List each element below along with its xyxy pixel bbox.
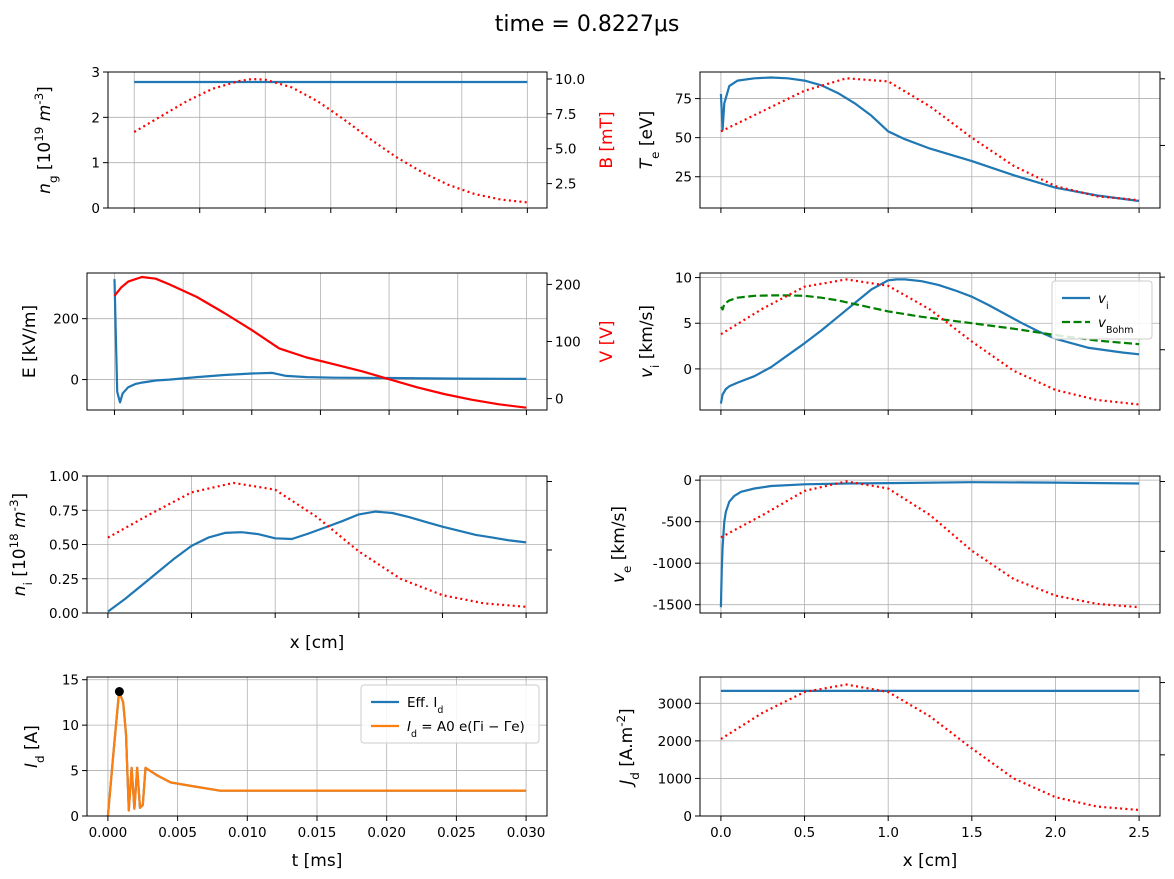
xlabel-Jd: x [cm] [903, 851, 958, 871]
yticklabel-right-E-1: 100 [555, 335, 581, 351]
yticklabel-ng-0: 0 [91, 201, 100, 217]
yticklabel-ni-4: 1.00 [49, 469, 79, 485]
xticklabel-Jd-5: 2.5 [1128, 825, 1149, 841]
yticklabel-E-0: 0 [70, 373, 79, 389]
yticklabel-vi-2: 10 [675, 271, 692, 287]
ylabel-ni: ni [1018 m-3] [7, 493, 35, 596]
yticklabel-Id-1: 5 [70, 764, 79, 780]
ylabel-Te: Te [eV] [637, 111, 662, 169]
yticklabel-ng-3: 3 [91, 65, 100, 81]
xticklabel-Jd-4: 2.0 [1045, 825, 1066, 841]
xticklabel-Id-2: 0.010 [228, 825, 267, 841]
legend-Id [360, 684, 540, 744]
frame-vi [699, 272, 1161, 411]
legend-vi [1051, 280, 1153, 340]
ylabel-Jd: Jd [A.m-2] [614, 708, 642, 787]
xticklabel-Id-1: 0.005 [158, 825, 197, 841]
yticklabel-Jd-1: 1000 [658, 771, 692, 787]
panel-E: 0 200 0 100 200 V [V] E [kV/m] [20, 272, 617, 415]
xticklabel-Jd-2: 1.0 [877, 825, 898, 841]
xticklabel-Id-3: 0.015 [298, 825, 337, 841]
legend-label-vi-1: vBohm [1098, 315, 1133, 336]
panel-ni: 0.00 0.25 0.50 0.75 1.00 ni [1018 m-3] x [cm] [7, 469, 552, 653]
xticklabel-Jd-0: 0.0 [710, 825, 731, 841]
panel-Id: 0.000 0.005 0.010 0.015 0.020 0.025 0.030 0 5 10 1… [22, 673, 548, 871]
yticklabel-ni-0: 0.00 [49, 606, 79, 622]
frame-ve [699, 475, 1161, 614]
yticklabel-ve-3: -1500 [653, 598, 692, 614]
series-vi-1 [719, 294, 1140, 346]
xticklabel-Jd-3: 1.5 [961, 825, 982, 841]
yticklabel-right-ng-3: 10.0 [555, 72, 585, 88]
yticklabel-right-ng-0: 2.5 [555, 177, 576, 193]
ylabel-ng: ng [1019 m-3] [32, 86, 60, 194]
ylabel-ve: ve [km/s] [609, 506, 634, 583]
frame-E [86, 272, 548, 411]
series-Jd-1 [720, 683, 1140, 812]
yticklabel-vi-0: 0 [683, 362, 692, 378]
yticklabel-ng-2: 2 [91, 110, 100, 126]
series-ve-0 [719, 481, 1140, 608]
series-E-0 [113, 279, 527, 404]
yticklabel-Te-2: 75 [675, 92, 692, 108]
yticklabel-ve-2: -1000 [653, 556, 692, 572]
yticklabel-ve-1: -500 [661, 515, 692, 531]
yticklabel-ni-2: 0.50 [49, 538, 79, 554]
yticklabel-ng-1: 1 [91, 156, 100, 172]
legend-label-Id-1: Id = A0 e(Γi − Γe) [407, 719, 525, 740]
series-Te-1 [720, 77, 1140, 202]
yticklabel-right-E-0: 0 [555, 392, 564, 408]
xticklabel-Jd-1: 0.5 [794, 825, 815, 841]
ylabel-right-ng: B [mT] [597, 111, 617, 168]
panel-ng: 0 1 2 3 2.5 5.0 7.5 10.0 B [mT] ng [1019 m-3] [32, 65, 617, 217]
panel-Jd: 0.0 0.5 1.0 1.5 2.0 2.5 0 1000 2000 3000 Jd [A.m-2… [614, 676, 1165, 871]
yticklabel-right-ng-2: 7.5 [555, 107, 576, 123]
yticklabel-Jd-3: 3000 [658, 696, 692, 712]
frame-Te [699, 71, 1161, 209]
ylabel-right-E: V [V] [597, 321, 617, 363]
yticklabel-E-1: 200 [53, 312, 79, 328]
panel-vi: 0 5 10 vi [km/s] vi vBohm [637, 271, 1165, 415]
legend-label-Id-0: Eff. Id [407, 695, 443, 716]
yticklabel-right-ng-1: 5.0 [555, 142, 576, 158]
series-vi-2 [720, 278, 1140, 406]
yticklabel-Jd-0: 0 [683, 809, 692, 825]
yticklabel-right-E-2: 200 [555, 277, 581, 293]
series-Id-1 [106, 690, 527, 816]
yticklabel-Jd-2: 2000 [658, 734, 692, 750]
panel-ve: 0 -500 -1000 -1500 ve [km/s] [609, 473, 1165, 618]
panel-Te: 25 50 75 Te [eV] [637, 71, 1165, 213]
frame-Jd [699, 676, 1161, 817]
figure-suptitle: time = 0.8227μs [495, 12, 680, 37]
series-ve-1 [720, 480, 1140, 609]
xlabel-ni: x [cm] [290, 633, 345, 653]
marker-Id [114, 687, 124, 697]
xticklabel-Id-6: 0.030 [507, 825, 546, 841]
yticklabel-Id-0: 0 [70, 809, 79, 825]
xlabel-Id: t [ms] [292, 851, 343, 871]
xticklabel-Id-4: 0.020 [367, 825, 406, 841]
yticklabel-ve-0: 0 [683, 473, 692, 489]
yticklabel-Te-1: 50 [675, 131, 692, 147]
legend-label-vi-0: vi [1098, 291, 1109, 312]
series-vi-0 [719, 278, 1140, 404]
yticklabel-ni-1: 0.25 [49, 572, 79, 588]
series-E-1 [113, 275, 527, 409]
ylabel-Id: Id [A] [22, 725, 47, 768]
ylabel-E: E [kV/m] [20, 305, 40, 378]
series-ni-0 [107, 510, 527, 613]
frame-ng [107, 71, 548, 209]
series-ng-1 [133, 77, 528, 204]
yticklabel-Id-2: 10 [62, 718, 79, 734]
yticklabel-Te-0: 25 [675, 170, 692, 186]
xticklabel-Id-0: 0.000 [89, 825, 128, 841]
yticklabel-Id-3: 15 [62, 673, 79, 689]
series-Te-0 [719, 76, 1140, 203]
xticklabel-Id-5: 0.025 [437, 825, 476, 841]
ylabel-vi: vi [km/s] [637, 305, 662, 378]
yticklabel-ni-3: 0.75 [49, 503, 79, 519]
yticklabel-vi-1: 5 [683, 316, 692, 332]
series-ni-1 [107, 481, 527, 608]
